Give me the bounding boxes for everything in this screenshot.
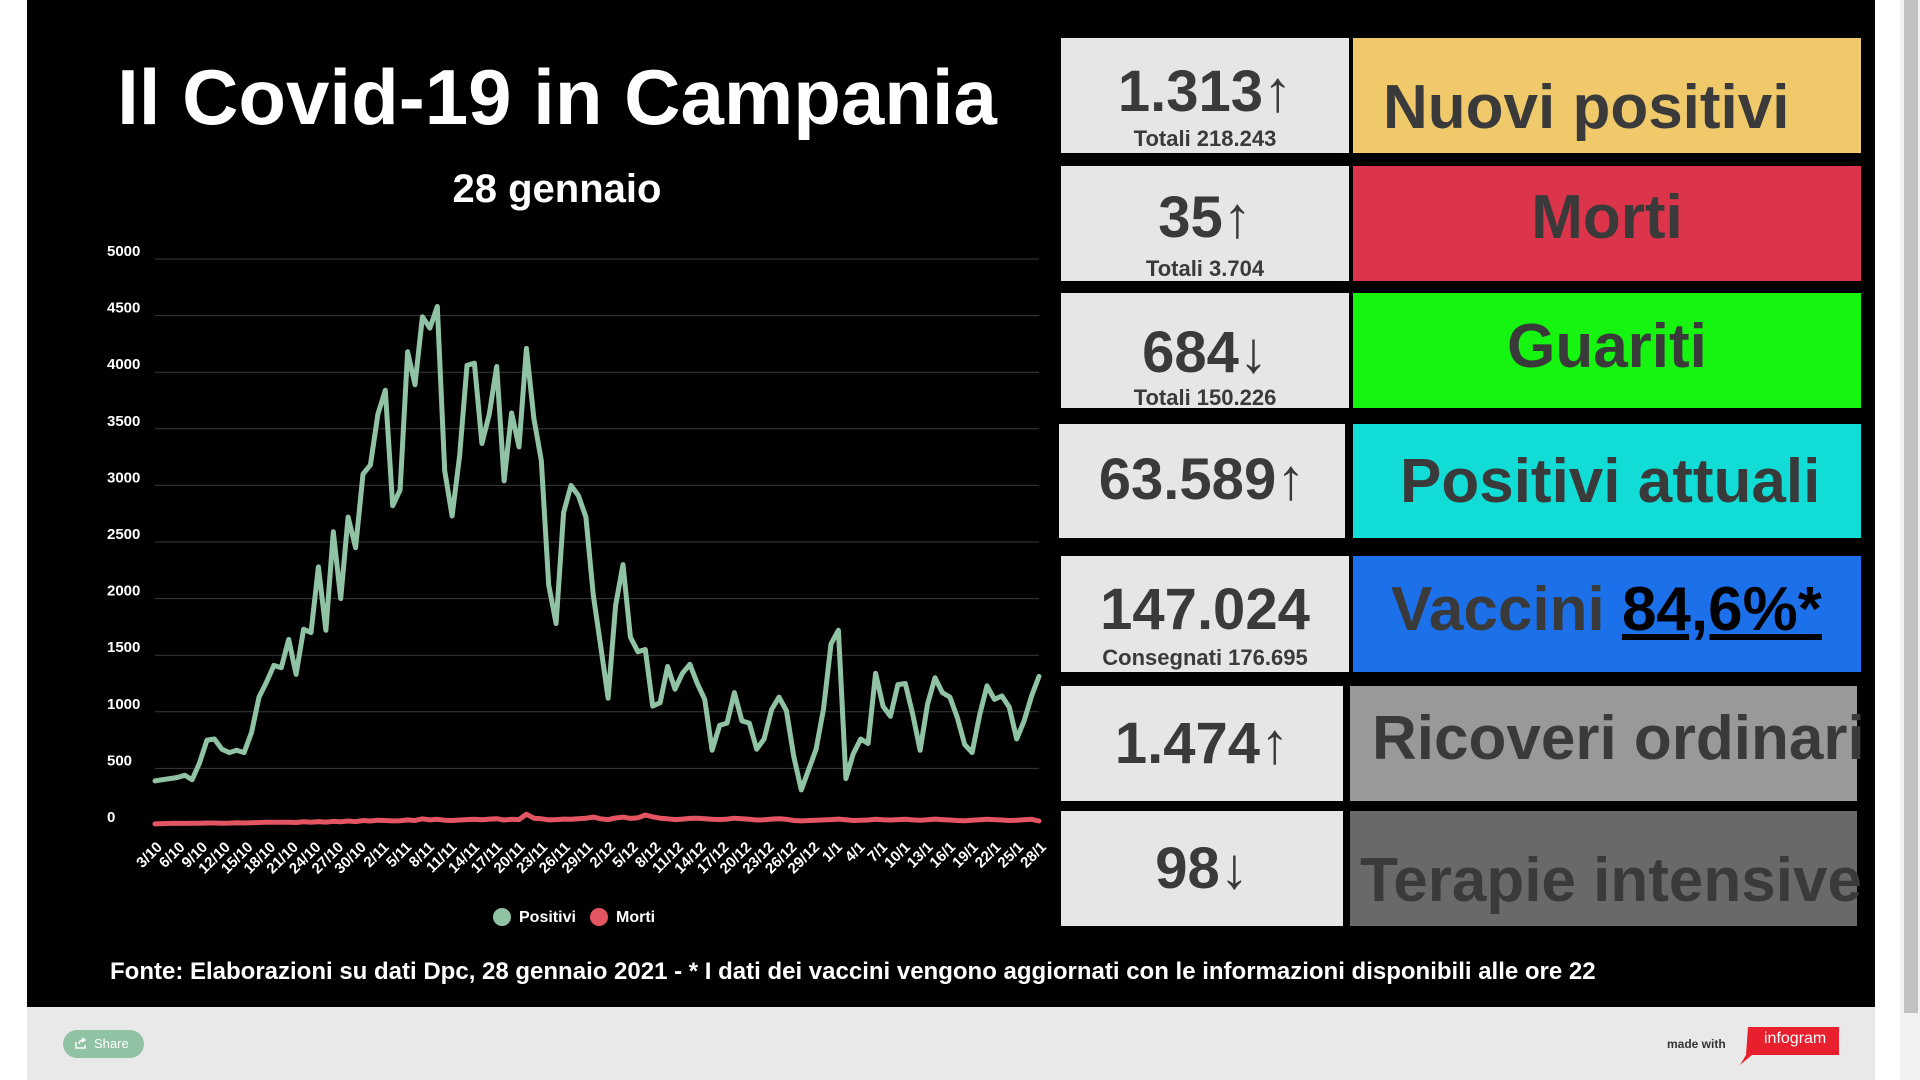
infogram-logo[interactable]: infogram	[1740, 1027, 1839, 1065]
y-tick-label: 4000	[107, 356, 140, 373]
scrollbar-track[interactable]	[1900, 0, 1920, 1080]
stat-value: 1.474↑	[1061, 710, 1343, 777]
stat-value: 147.024	[1061, 576, 1349, 643]
stat-value-box: 1.313↑ Totali 218.243	[1061, 38, 1349, 153]
stat-label: Guariti	[1507, 312, 1707, 381]
stat-label-box: Ricoveri ordinari	[1350, 686, 1865, 801]
made-with-text: made with	[1667, 1037, 1726, 1051]
stat-value-box: 63.589↑	[1059, 424, 1345, 538]
stat-number: 147.024	[1100, 577, 1310, 642]
stat-label: Nuovi positivi	[1383, 73, 1790, 142]
stat-subtotal: Totali 150.226	[1133, 385, 1277, 410]
stat-number: 63.589	[1098, 447, 1277, 512]
stat-subtotal: Totali 218.243	[1133, 126, 1277, 151]
stat-value: 35↑	[1061, 184, 1349, 251]
stat-value: 684↓	[1061, 319, 1349, 386]
source-note: Fonte: Elaborazioni su dati Dpc, 28 genn…	[110, 958, 1596, 985]
stat-label: Vaccini	[1391, 575, 1605, 644]
share-label: Share	[94, 1036, 129, 1051]
stat-value-box: 35↑ Totali 3.704	[1061, 166, 1349, 281]
stat-label: Terapie intensive	[1360, 846, 1862, 915]
y-tick-label: 5000	[107, 243, 140, 260]
arrow-up-icon: ↑	[1222, 185, 1252, 250]
stat-subtotal: Totali 3.704	[1145, 256, 1265, 281]
stat-label-box: Guariti	[1353, 293, 1861, 408]
stat-label-box: Terapie intensive	[1350, 811, 1862, 926]
arrow-up-icon: ↑	[1263, 59, 1293, 124]
scrollbar-thumb[interactable]	[1904, 0, 1918, 1013]
stat-subtotal: Consegnati 176.695	[1102, 645, 1308, 670]
vaccine-percentage-link[interactable]: 84,6%*	[1621, 575, 1822, 644]
y-tick-label: 4500	[107, 300, 140, 317]
infogram-logo-icon	[1740, 1027, 1839, 1065]
arrow-down-icon: ↓	[1238, 320, 1268, 385]
legend-label: Morti	[616, 909, 655, 926]
arrow-up-icon: ↑	[1276, 447, 1306, 512]
stat-value: 63.589↑	[1059, 446, 1345, 513]
stat-number: 35	[1158, 185, 1223, 250]
legend-label: Positivi	[519, 909, 576, 926]
y-tick-label: 2500	[107, 526, 140, 543]
stat-label-box: Morti	[1353, 166, 1861, 281]
series-line-morti	[152, 811, 1042, 827]
stat-value-box: 147.024 Consegnati 176.695	[1061, 556, 1349, 672]
page-margin	[0, 0, 27, 1080]
stat-value: 1.313↑	[1061, 58, 1349, 125]
y-tick-label: 3500	[107, 413, 140, 430]
share-icon	[75, 1037, 87, 1049]
stat-value-box: 98↓	[1061, 811, 1343, 926]
stat-label: Morti	[1531, 183, 1683, 252]
legend-marker-positivi	[493, 908, 511, 926]
stat-label-box: Vaccini 84,6%*	[1353, 556, 1861, 672]
y-tick-label: 1500	[107, 639, 140, 656]
stat-value-box: 684↓ Totali 150.226	[1061, 293, 1349, 410]
share-button[interactable]: Share	[63, 1030, 144, 1058]
y-tick-label: 500	[107, 752, 132, 769]
stat-number: 1.313	[1117, 59, 1264, 124]
series-line-positivi	[152, 304, 1042, 793]
bottom-bar	[27, 1007, 1875, 1080]
page-title: Il Covid-19 in Campania	[117, 53, 997, 141]
stat-label-box: Positivi attuali	[1353, 424, 1861, 538]
legend-marker-morti	[590, 908, 608, 926]
x-tick-label: 28/1	[1017, 839, 1050, 872]
stat-label: Ricoveri ordinari	[1372, 704, 1865, 773]
stat-label-box: Nuovi positivi	[1353, 38, 1861, 153]
stat-value: 98↓	[1061, 835, 1343, 902]
page-subtitle: 28 gennaio	[452, 167, 662, 211]
y-tick-label: 1000	[107, 696, 140, 713]
stat-label: Positivi attuali	[1400, 447, 1821, 516]
arrow-up-icon: ↑	[1260, 711, 1290, 776]
arrow-down-icon: ↓	[1219, 836, 1249, 901]
stat-number: 1.474	[1114, 711, 1261, 776]
infographic-canvas: Il Covid-19 in Campania 28 gennaio 0 500 1…	[27, 0, 1875, 1007]
line-chart: 0 500 1000 1500 2000 2500 3000 3500 4000 4500 5000…	[107, 243, 1050, 926]
stat-value-box: 1.474↑	[1061, 686, 1343, 801]
stat-number: 684	[1142, 320, 1239, 385]
y-tick-label: 3000	[107, 469, 140, 486]
stat-number: 98	[1155, 836, 1220, 901]
y-tick-label: 0	[107, 809, 115, 826]
y-tick-label: 2000	[107, 583, 140, 600]
infogram-brand: infogram	[1764, 1030, 1827, 1047]
